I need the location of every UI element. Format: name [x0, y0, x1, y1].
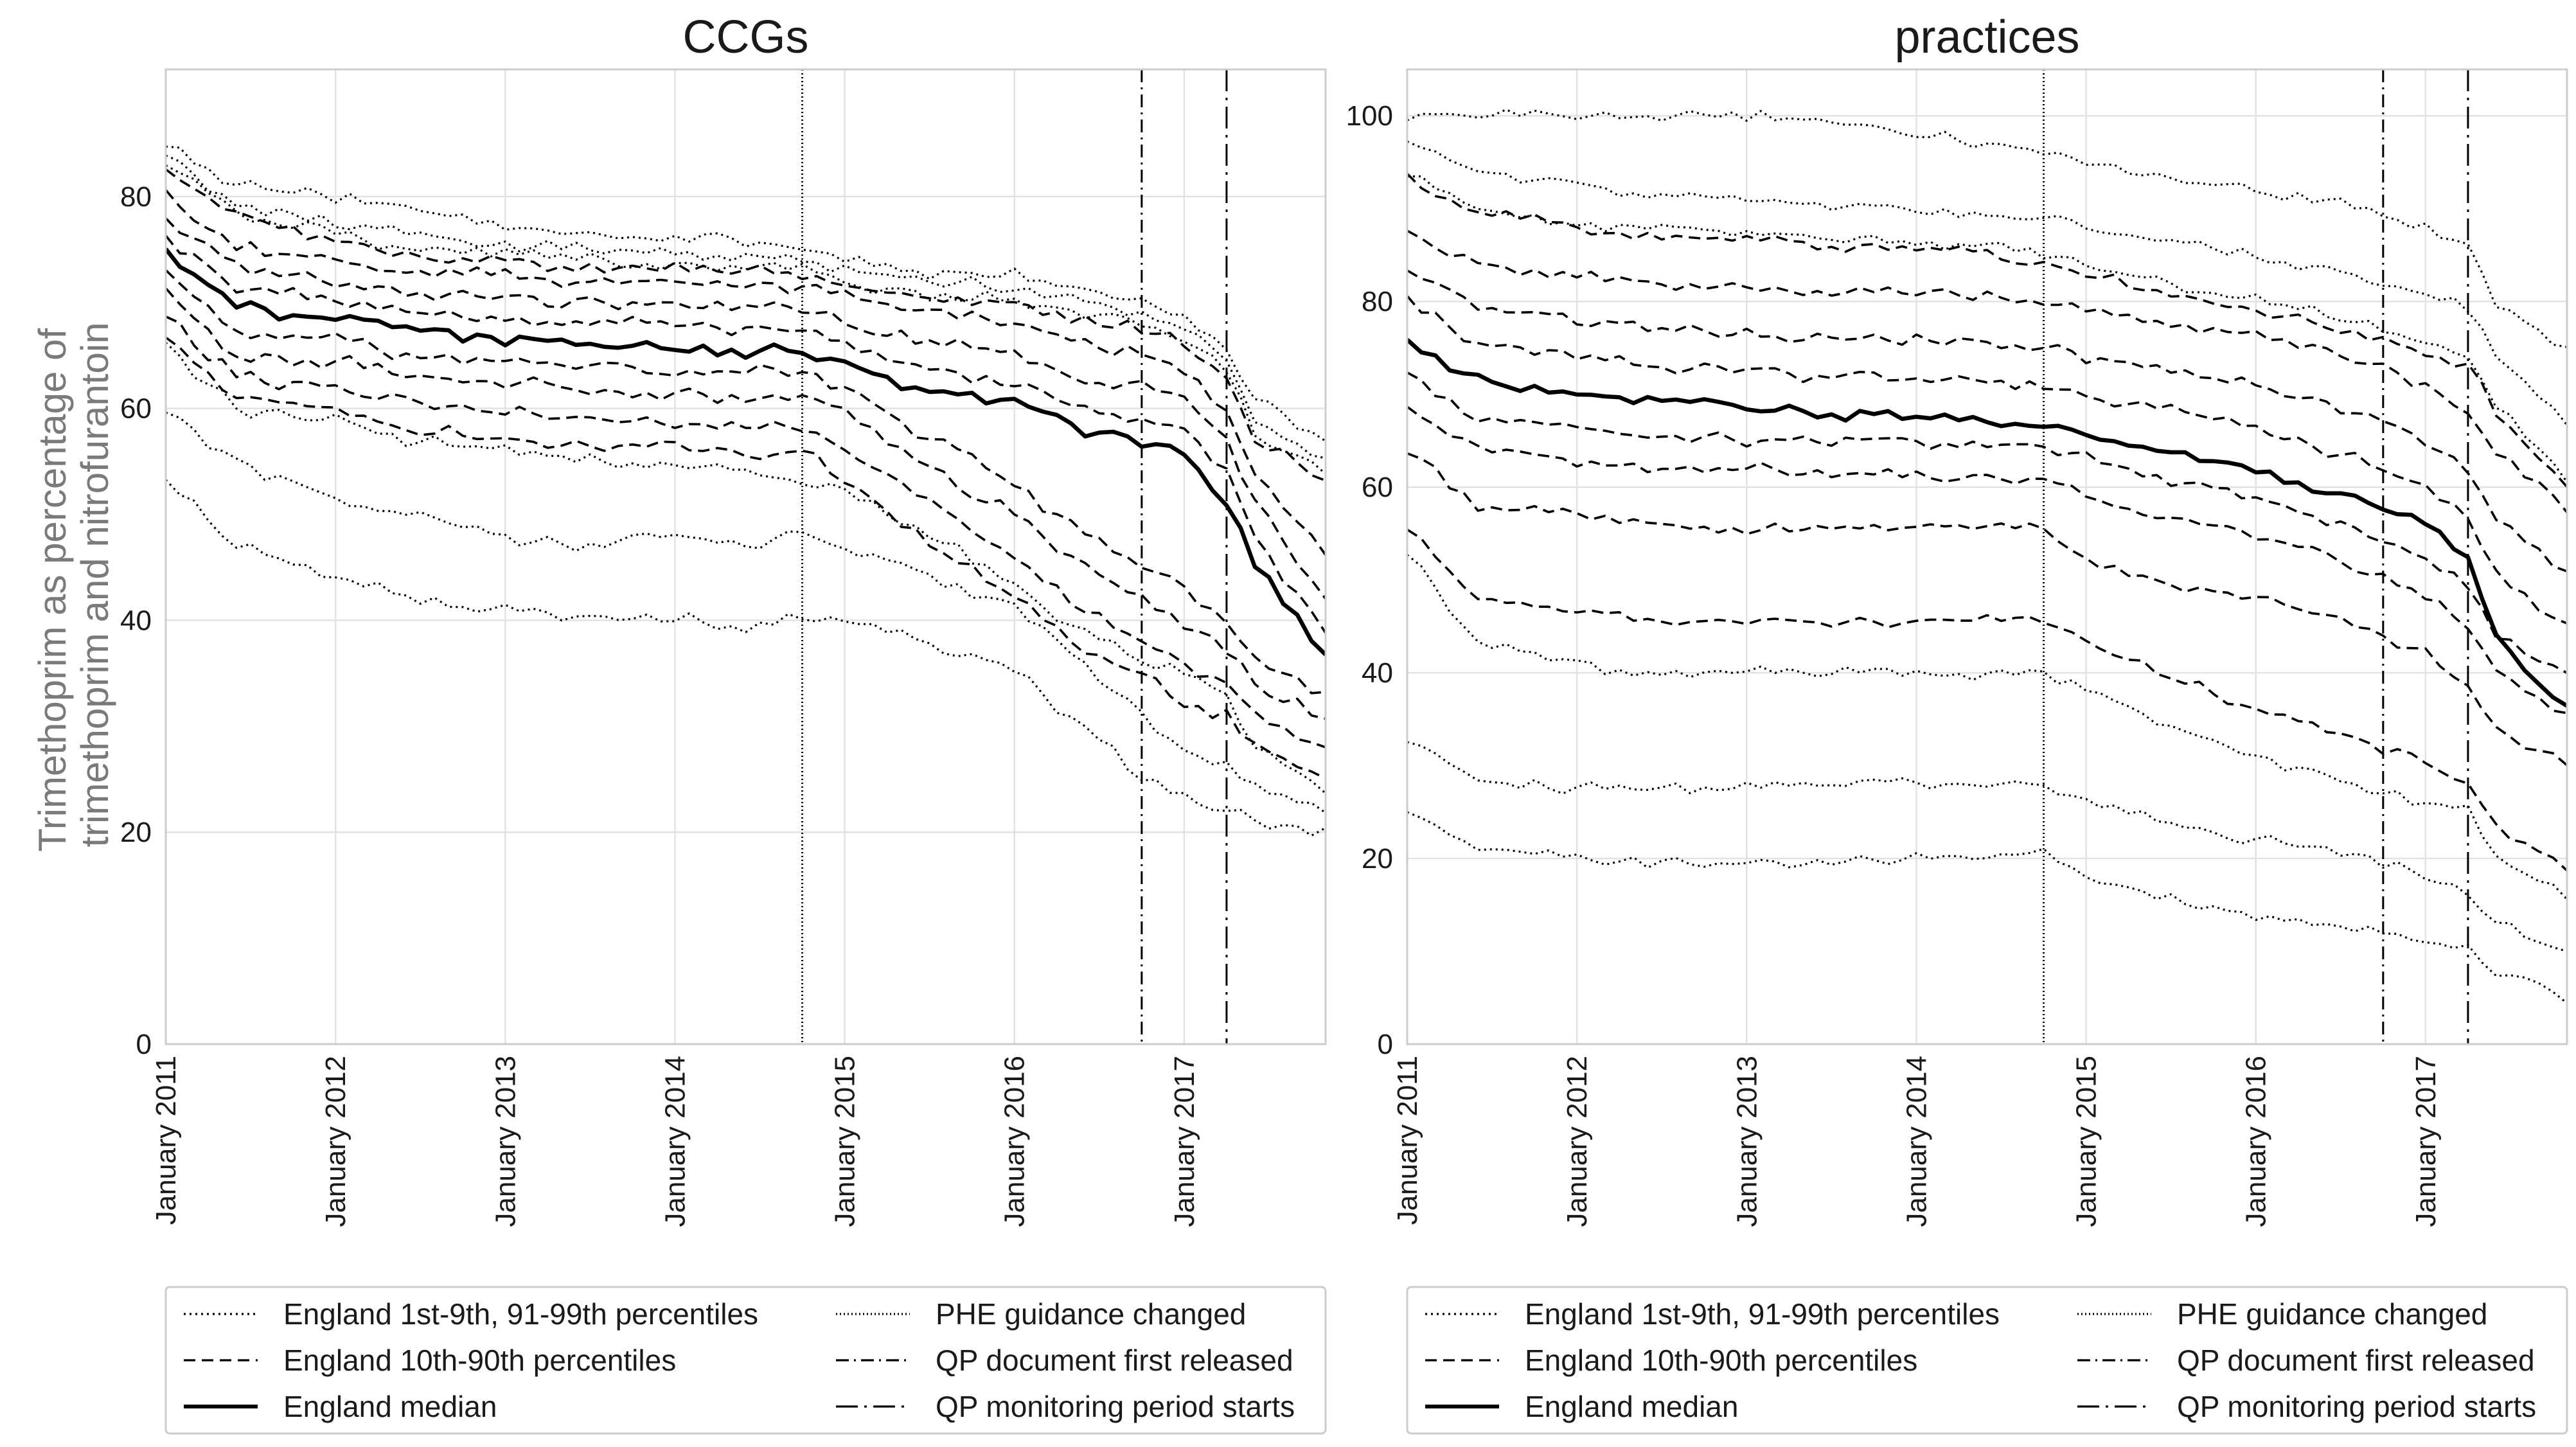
legend-label: QP monitoring period starts	[2177, 1390, 2536, 1423]
series-line-p90	[1407, 172, 2567, 488]
legend-box	[1406, 1286, 2568, 1435]
x-tick-label: January 2011	[150, 1056, 182, 1225]
series-line-p95	[166, 154, 1326, 459]
x-tick-label: January 2014	[1901, 1056, 1932, 1227]
series-line-p5	[166, 411, 1326, 814]
x-tick-label: January 2017	[2410, 1056, 2442, 1227]
series-line-p95	[1407, 140, 2567, 426]
x-tick-label: January 2017	[1169, 1056, 1200, 1227]
series-line-p80	[166, 189, 1326, 556]
legend-practices: England 1st-9th, 91-99th percentiles Engl…	[1406, 1286, 2568, 1435]
series-line-p50	[166, 247, 1326, 657]
y-axis-label-line-1: Trimethoprim as percentage of	[31, 328, 74, 852]
legend-label: PHE guidance changed	[2177, 1297, 2487, 1331]
y-tick-label: 40	[1362, 657, 1393, 689]
series-line-p20	[166, 315, 1326, 749]
series-line-p5	[1407, 741, 2567, 953]
x-tick-label: January 2011	[1392, 1056, 1423, 1225]
y-axis-label-line-2: trimethoprim and nitrofurantoin	[73, 322, 116, 847]
y-tick-label: 80	[120, 181, 152, 213]
x-tick-label: January 2012	[1561, 1056, 1593, 1227]
plot-frame	[1406, 68, 2568, 1045]
series-line-p1	[1407, 811, 2567, 1004]
series-line-p99	[166, 145, 1326, 442]
series-line-p30	[166, 287, 1326, 720]
series-line-p9	[166, 342, 1326, 794]
legend-label: England median	[1525, 1390, 1738, 1423]
legend-label: England 1st-9th, 91-99th percentiles	[1525, 1297, 2000, 1331]
series-line-p40	[1407, 371, 2567, 674]
legend-label: QP monitoring period starts	[936, 1390, 1295, 1423]
x-tick-label: January 2015	[2071, 1056, 2102, 1227]
legend-label: PHE guidance changed	[936, 1297, 1246, 1331]
series-line-p50	[1407, 338, 2567, 708]
x-tick-label: January 2014	[659, 1056, 691, 1227]
series-line-p90	[166, 168, 1326, 482]
y-tick-label: 20	[120, 817, 152, 848]
legend-ccgs: England 1st-9th, 91-99th percentiles Engl…	[164, 1286, 1327, 1435]
series-line-p99	[1407, 108, 2567, 348]
series-line-p91	[1407, 175, 2567, 483]
y-tick-label: 0	[1378, 1029, 1393, 1060]
y-axis-label: Trimethoprim as percentage of trimethopr…	[31, 317, 116, 851]
series-line-p20	[1407, 452, 2567, 767]
chart-title: CCGs	[683, 12, 809, 63]
legend-label: England median	[283, 1390, 497, 1423]
legend-label: QP document first released	[2177, 1344, 2535, 1377]
y-tick-label: 60	[1362, 472, 1393, 503]
y-tick-label: 0	[136, 1029, 152, 1060]
legend-label: QP document first released	[936, 1344, 1293, 1377]
series-line-p60	[166, 235, 1326, 634]
series-line-p70	[166, 217, 1326, 599]
y-tick-label: 20	[1362, 843, 1393, 874]
x-tick-label: January 2012	[320, 1056, 351, 1227]
series-group	[166, 145, 1326, 837]
x-tick-label: January 2013	[490, 1056, 521, 1227]
x-tick-label: January 2016	[999, 1056, 1031, 1227]
y-tick-label: 100	[1346, 100, 1393, 132]
x-tick-label: January 2016	[2241, 1056, 2272, 1227]
panel-practices: practices 0 20 40 60 80 100 January 2011 January…	[1346, 12, 2568, 1227]
panel-ccgs: CCGs 0 20 40 60 80 January 2011 January 2012 Jan…	[120, 12, 1327, 1227]
y-tick-label: 80	[1362, 286, 1393, 317]
series-line-p9	[1407, 554, 2567, 900]
legend-box	[164, 1286, 1327, 1435]
series-line-p40	[166, 269, 1326, 695]
legend-label: England 10th-90th percentiles	[283, 1344, 676, 1377]
series-line-p60	[1407, 295, 2567, 625]
series-line-p30	[1407, 405, 2567, 715]
chart-title: practices	[1894, 12, 2079, 63]
y-tick-label: 60	[120, 393, 152, 425]
legend-label: England 1st-9th, 91-99th percentiles	[283, 1297, 758, 1331]
plot-frame	[164, 68, 1327, 1045]
series-line-p80	[1407, 229, 2567, 513]
series-line-p70	[1407, 269, 2567, 573]
legend-label: England 10th-90th percentiles	[1525, 1344, 1917, 1377]
series-line-p1	[166, 479, 1326, 837]
series-line-p10	[166, 336, 1326, 780]
series-group	[1407, 108, 2567, 1004]
x-tick-label: January 2013	[1731, 1056, 1763, 1227]
y-tick-label: 40	[120, 605, 152, 636]
x-tick-label: January 2015	[830, 1056, 861, 1227]
series-line-p10	[1407, 528, 2567, 872]
